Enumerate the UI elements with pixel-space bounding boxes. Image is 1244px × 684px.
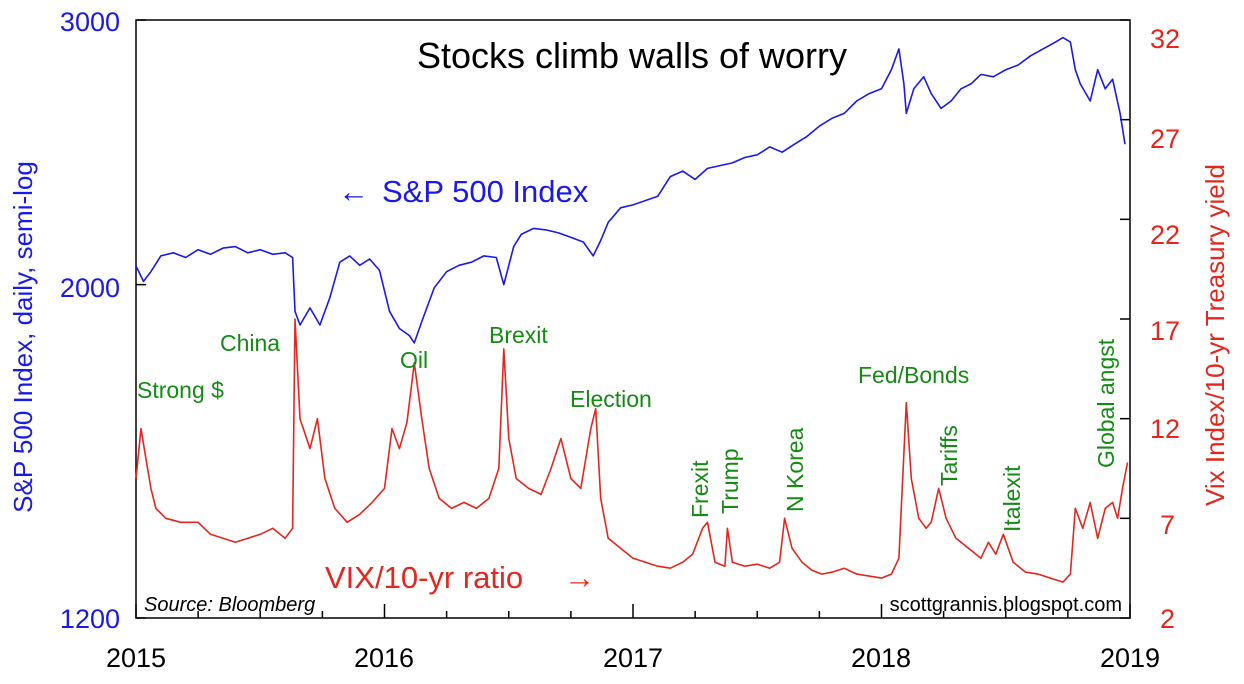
- vix-ratio-series-line: [135, 318, 1129, 583]
- event-strong-dollar: Strong $: [137, 377, 224, 403]
- right-tick-32: 32: [1150, 24, 1180, 54]
- event-brexit: Brexit: [489, 322, 548, 348]
- sp500-series-line: [135, 36, 1126, 344]
- x-tick-2016: 2016: [354, 643, 414, 673]
- left-tick-2000: 2000: [60, 273, 120, 303]
- right-axis-title: Vix Index/10-yr Treasury yield: [1200, 164, 1230, 506]
- event-election: Election: [570, 386, 652, 412]
- left-tick-3000: 3000: [60, 7, 120, 37]
- event-global-angst: Global angst: [1093, 338, 1119, 468]
- event-frexit: Frexit: [687, 460, 713, 518]
- plot-frame: [135, 19, 1131, 619]
- vix-label: VIX/10-yr ratio: [325, 560, 523, 595]
- left-tick-1200: 1200: [60, 604, 120, 634]
- sp500-label-arrow: ←: [338, 174, 369, 209]
- source-note: Source: Bloomberg: [144, 594, 315, 616]
- chart-title: Stocks climb walls of worry: [417, 35, 847, 76]
- right-tick-27: 27: [1150, 124, 1180, 154]
- event-china: China: [220, 330, 280, 356]
- event-n-korea: N Korea: [782, 427, 808, 512]
- x-tick-2018: 2018: [851, 643, 911, 673]
- sp500-label: S&P 500 Index: [382, 174, 589, 209]
- left-axis-title: S&P 500 Index, daily, semi-log: [8, 161, 38, 513]
- right-tick-22: 22: [1150, 220, 1180, 250]
- event-trump: Trump: [717, 448, 743, 514]
- credit-note: scottgrannis.blogspot.com: [890, 594, 1122, 616]
- event-italexit: Italexit: [999, 465, 1025, 532]
- event-oil: Oil: [400, 347, 428, 373]
- right-tick-2: 2: [1160, 604, 1175, 634]
- right-tick-17: 17: [1150, 316, 1180, 346]
- ticks-layer: [135, 19, 1131, 619]
- event-fed-bonds: Fed/Bonds: [858, 362, 969, 388]
- x-tick-2019: 2019: [1100, 643, 1160, 673]
- right-tick-7: 7: [1160, 510, 1175, 540]
- right-tick-12: 12: [1150, 414, 1180, 444]
- event-tariffs: Tariffs: [936, 425, 962, 486]
- x-tick-2017: 2017: [603, 643, 663, 673]
- x-tick-2015: 2015: [106, 643, 166, 673]
- series-layer: [135, 36, 1129, 583]
- vix-label-arrow: →: [564, 560, 595, 595]
